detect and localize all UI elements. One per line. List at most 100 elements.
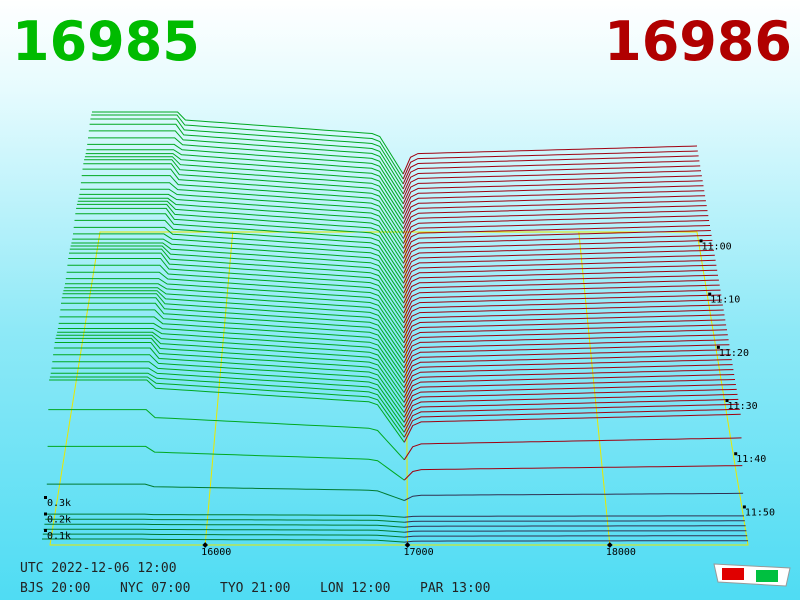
ask-curve xyxy=(403,329,728,359)
volume-label: 0.2k xyxy=(47,515,71,526)
ask-curve xyxy=(403,354,732,383)
ask-curve xyxy=(403,294,722,324)
ask-curve xyxy=(402,145,698,175)
bid-curve xyxy=(47,445,405,481)
bid-curve xyxy=(59,316,405,378)
ask-curve xyxy=(403,299,723,329)
ask-curve xyxy=(402,160,700,190)
price-tick xyxy=(404,542,411,548)
ask-curve xyxy=(402,170,702,200)
ask-curve xyxy=(403,225,711,254)
ask-curve xyxy=(403,269,718,299)
axis-labels: 16000 17000 18000 11:00 11:10 11:20 11:30 11:40… xyxy=(44,239,775,558)
ask-curve xyxy=(402,200,706,229)
volume-tick xyxy=(44,529,47,532)
bid-curve xyxy=(73,226,405,289)
ask-curve xyxy=(404,520,745,523)
ask-curve xyxy=(403,220,710,249)
ask-curve xyxy=(403,437,742,461)
time-label: 11:20 xyxy=(719,348,749,359)
ask-curve xyxy=(402,195,706,224)
volume-label: 0.3k xyxy=(47,498,71,509)
utc-time: UTC 2022-12-06 12:00 xyxy=(20,561,177,576)
clock: PAR 13:00 xyxy=(420,581,490,596)
ask-curve xyxy=(403,369,734,398)
bid-curve xyxy=(62,293,405,359)
bid-curve xyxy=(71,242,405,304)
ask-curve xyxy=(403,239,713,269)
bid-curve xyxy=(65,283,405,344)
time-label: 11:50 xyxy=(745,507,775,518)
ask-curve xyxy=(403,339,729,369)
bid-curve xyxy=(88,137,404,200)
bid-curve xyxy=(73,233,405,294)
bid-curve xyxy=(46,483,405,501)
bid-curve xyxy=(66,271,405,334)
bid-curve xyxy=(89,123,404,190)
bid-curve xyxy=(51,367,405,428)
bid-price: 16985 xyxy=(12,10,200,73)
ask-curve xyxy=(403,374,735,403)
time-tick xyxy=(742,505,746,509)
bid-curve xyxy=(42,538,405,543)
time-tick xyxy=(716,345,720,349)
ask-curve xyxy=(402,165,701,195)
clock: NYC 07:00 xyxy=(120,581,190,596)
ask-curve xyxy=(404,535,748,538)
bid-curve xyxy=(53,347,405,413)
ask-curve xyxy=(403,274,719,304)
bid-curve xyxy=(57,328,405,388)
clock: LON 12:00 xyxy=(320,581,390,596)
ask-curve xyxy=(403,284,720,314)
ask-curve xyxy=(403,234,712,264)
bid-curve xyxy=(69,248,405,314)
bid-curve xyxy=(76,207,405,274)
price-grid-line xyxy=(204,231,234,546)
ask-curve xyxy=(403,289,721,319)
bid-curve xyxy=(44,523,405,528)
bid-curve xyxy=(91,114,404,180)
ask-curve xyxy=(403,349,731,378)
bid-curve xyxy=(76,203,405,269)
time-label: 11:10 xyxy=(710,295,740,306)
bid-curve xyxy=(82,168,404,234)
time-tick xyxy=(699,239,703,243)
ask-curve xyxy=(402,205,707,234)
ask-curve xyxy=(402,150,698,180)
bid-curve xyxy=(68,258,405,324)
ask-curve xyxy=(402,175,702,205)
ask-curve xyxy=(402,180,703,210)
ask-curve xyxy=(403,254,715,284)
bid-curve xyxy=(79,193,404,254)
bid-curve xyxy=(61,302,405,369)
bid-curve xyxy=(48,409,405,461)
ask-curve xyxy=(402,155,699,185)
bid-curve xyxy=(57,331,405,393)
bid-curve xyxy=(74,219,405,284)
ask-curve xyxy=(403,264,717,294)
ask-curve xyxy=(403,279,719,309)
ask-curve xyxy=(402,190,705,219)
time-tick xyxy=(725,399,729,403)
bid-curve xyxy=(56,334,405,398)
ask-curve xyxy=(404,530,747,533)
bid-curve xyxy=(63,290,405,354)
bid-curve xyxy=(45,518,405,523)
bid-curve xyxy=(43,528,405,533)
bid-curve xyxy=(84,159,404,224)
ask-curve xyxy=(404,540,748,543)
bid-curve xyxy=(67,264,405,329)
ask-curve xyxy=(403,309,724,339)
bid-curve xyxy=(87,143,404,205)
ask-curve xyxy=(403,230,711,259)
bid-curve xyxy=(42,533,405,538)
bid-curve xyxy=(50,372,405,433)
bid-curve xyxy=(55,337,405,403)
bid-curve xyxy=(54,342,405,408)
ask-curve xyxy=(403,344,730,373)
bid-curve xyxy=(86,149,404,210)
bid-curve xyxy=(72,238,405,299)
time-tick xyxy=(708,292,712,296)
ask-curve xyxy=(403,384,736,413)
clocks: BJS 20:00 NYC 07:00 TYO 21:00 LON 12:00 PAR … xyxy=(20,581,490,596)
